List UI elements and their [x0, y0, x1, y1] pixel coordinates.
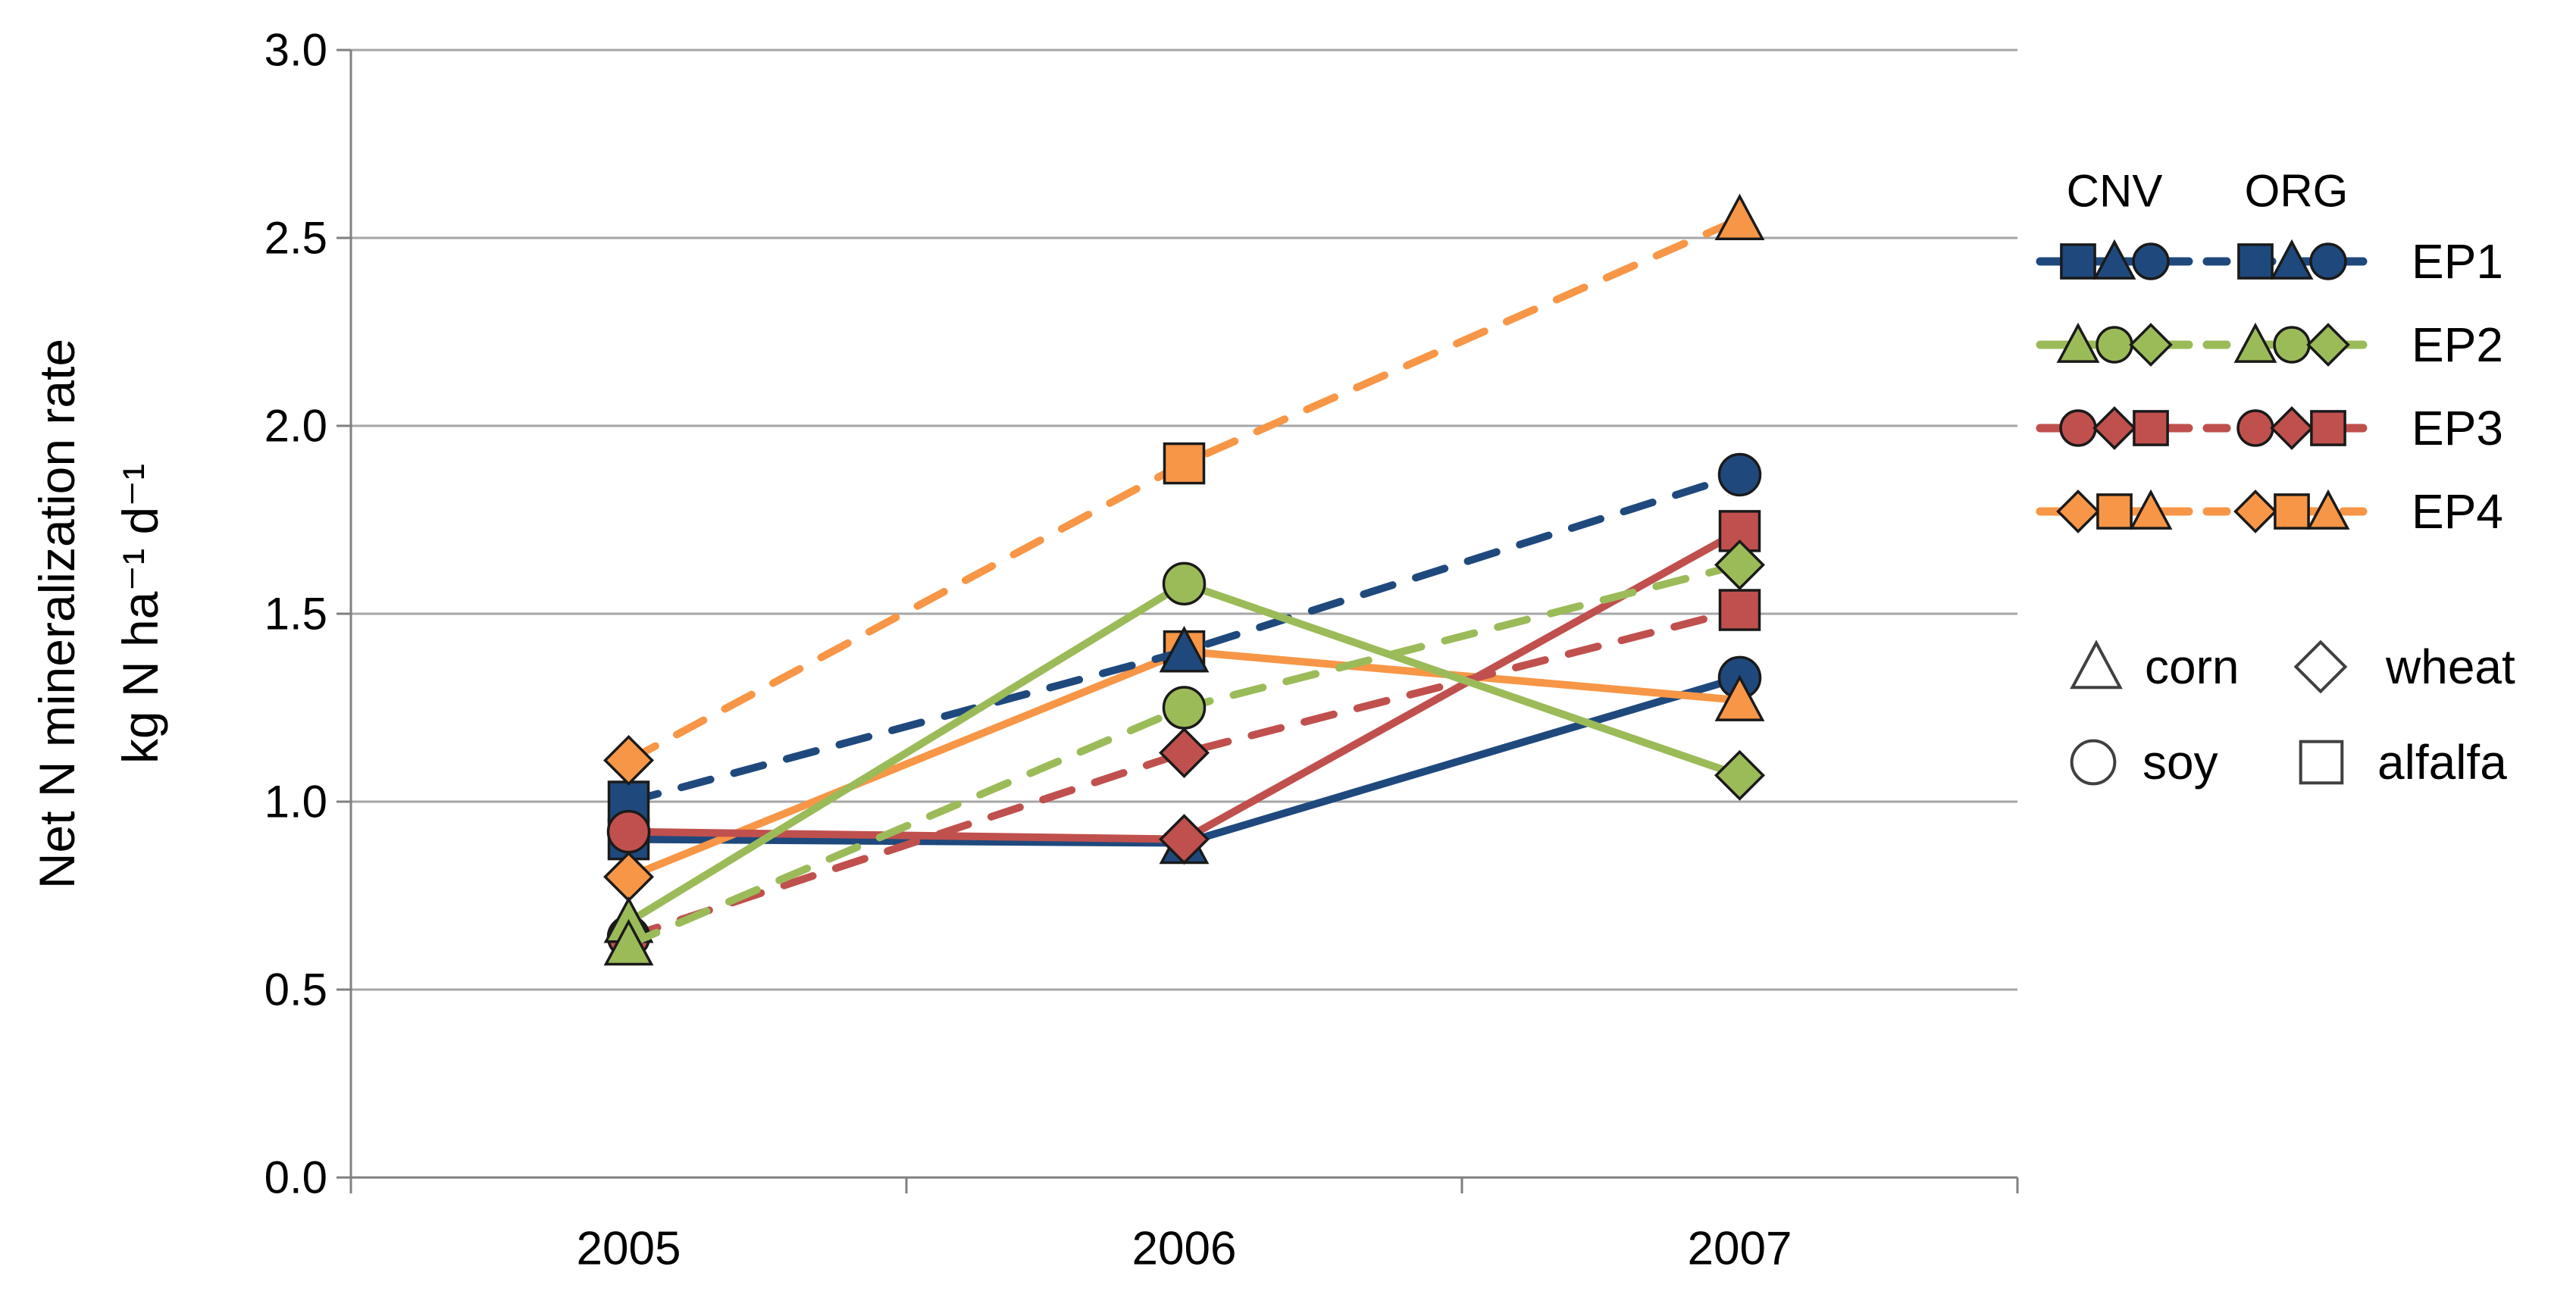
y-axis-title-line2: kg N ha⁻¹ d⁻¹: [112, 464, 168, 764]
y-tick-label: 1.0: [264, 777, 327, 827]
series-org-ep4: [603, 193, 1765, 786]
crop-legend-markers: [2070, 640, 2348, 786]
legend-row-ep1: [2036, 239, 2375, 280]
diamond-marker: [2056, 489, 2100, 533]
y-tick-label: 3.0: [264, 25, 327, 76]
triangle-marker: [1714, 674, 1765, 721]
legend-header-cnv: CNV: [2067, 166, 2163, 217]
circle-marker: [606, 809, 651, 854]
legend-label-ep1: EP1: [2412, 234, 2503, 289]
legend: CNV ORG EP1 EP2 EP3 EP4 corn wheat soy a…: [2036, 166, 2515, 790]
square-marker: [1163, 442, 1206, 485]
legend-row-ep4: [2036, 489, 2375, 533]
diamond-marker: [2233, 489, 2277, 533]
y-tick-label: 0.5: [264, 965, 327, 1015]
triangle-marker: [2129, 489, 2173, 530]
diamond-marker: [2293, 640, 2348, 694]
series-org-ep2: [603, 539, 1765, 966]
x-tick-label: 2006: [1132, 1223, 1237, 1275]
square-marker: [1718, 589, 1761, 631]
legend-label-ep4: EP4: [2412, 484, 2503, 539]
circle-marker: [2096, 326, 2133, 364]
y-tick-label: 2.5: [264, 213, 327, 264]
legend-label-ep2: EP2: [2412, 317, 2503, 372]
diamond-marker: [2092, 406, 2136, 450]
square-marker: [2310, 410, 2346, 446]
x-tick-label: 2007: [1688, 1223, 1792, 1275]
y-axis-tick-labels: 0.0 0.5 1.0 1.5 2.0 2.5 3.0: [264, 25, 327, 1203]
circle-marker: [2059, 409, 2097, 447]
diamond-marker: [2270, 406, 2314, 450]
y-tick-label: 2.0: [264, 401, 327, 452]
diamond-marker: [1714, 749, 1765, 801]
square-marker: [2096, 493, 2133, 530]
series-cnv-ep2: [603, 561, 1765, 943]
square-marker: [2299, 740, 2344, 785]
square-marker: [2274, 493, 2310, 530]
circle-marker: [1162, 561, 1207, 606]
diamond-marker: [2129, 323, 2173, 367]
circle-marker: [2132, 242, 2170, 280]
square-marker: [2237, 243, 2274, 280]
y-axis-title: Net N mineralization rate kg N ha⁻¹ d⁻¹: [29, 339, 168, 889]
circle-marker: [1717, 452, 1762, 497]
legend-row-ep2: [2036, 322, 2375, 367]
triangle-marker: [1159, 625, 1210, 673]
diamond-marker: [603, 734, 654, 786]
circle-marker: [2236, 409, 2274, 447]
triangle-marker: [603, 918, 654, 966]
triangle-marker: [2270, 239, 2314, 280]
dashed-line: [624, 606, 1744, 941]
diamond-marker: [2306, 323, 2350, 367]
triangle-marker: [2233, 322, 2277, 363]
crop-label-corn: corn: [2145, 640, 2240, 694]
diamond-marker: [1159, 814, 1210, 865]
circle-marker: [2070, 739, 2117, 786]
legend-label-ep3: EP3: [2412, 401, 2503, 455]
x-tick-label: 2005: [577, 1223, 681, 1275]
crop-label-soy: soy: [2142, 735, 2218, 790]
circle-marker: [1162, 686, 1207, 730]
dashed-line: [624, 215, 1744, 765]
y-tick-label: 0.0: [264, 1152, 327, 1203]
triangle-marker: [2092, 239, 2136, 280]
crop-label-alfalfa: alfalfa: [2377, 735, 2507, 790]
legend-row-ep3: [2036, 406, 2375, 450]
circle-marker: [2273, 326, 2311, 364]
x-axis-tick-labels: 2005 2006 2007: [577, 1223, 1792, 1275]
triangle-marker: [1714, 193, 1765, 240]
y-tick-label: 1.5: [264, 589, 327, 640]
series-layer: [603, 193, 1765, 966]
square-marker: [2133, 410, 2169, 446]
circle-marker: [2309, 242, 2347, 280]
diamond-marker: [1159, 727, 1210, 778]
legend-series-graphics: [2036, 239, 2375, 533]
axes: [336, 48, 2019, 1193]
square-marker: [2060, 243, 2096, 280]
diamond-marker: [603, 851, 654, 902]
diamond-marker: [1714, 539, 1765, 590]
triangle-marker: [2056, 322, 2100, 363]
legend-header-org: ORG: [2245, 166, 2349, 217]
triangle-marker: [2306, 489, 2350, 530]
triangle-marker: [2070, 640, 2123, 690]
crop-label-wheat: wheat: [2385, 640, 2515, 694]
y-axis-title-line1: Net N mineralization rate: [29, 339, 85, 889]
